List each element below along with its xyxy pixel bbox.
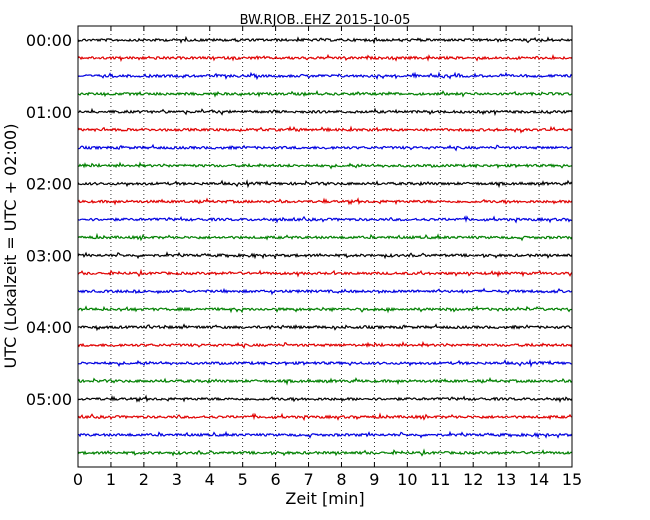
- trace-line: [77, 394, 573, 403]
- trace-line: [77, 161, 573, 170]
- y-tick-label: 03:00: [26, 246, 72, 265]
- trace-line: [77, 377, 573, 386]
- plot-frame: [77, 25, 573, 468]
- trace-line: [77, 358, 573, 368]
- x-tick-label: 11: [430, 470, 450, 489]
- y-tick-label: 00:00: [26, 31, 72, 50]
- y-axis-label: UTC (Lokalzeit = UTC + 02:00): [1, 124, 20, 369]
- trace-line: [77, 232, 573, 242]
- x-axis-label: Zeit [min]: [285, 489, 364, 508]
- x-tick-label: 10: [397, 470, 417, 489]
- x-ticks: 0 1 2 3 4 5 6 7 8 9 10 11 12 13 14 15: [73, 26, 582, 489]
- x-tick-label: 9: [369, 470, 379, 489]
- x-tick-label: 8: [336, 470, 346, 489]
- trace-line: [77, 125, 573, 134]
- y-tick-label: 01:00: [26, 103, 72, 122]
- x-tick-label: 5: [238, 470, 248, 489]
- x-tick-label: 0: [73, 470, 83, 489]
- trace-line: [77, 89, 573, 98]
- grid-lines: [110, 26, 540, 467]
- x-tick-label: 4: [205, 470, 215, 489]
- x-tick-label: 6: [271, 470, 281, 489]
- y-ticks: 00:00 01:00 02:00 03:00 04:00 05:00: [26, 31, 72, 409]
- x-tick-label: 12: [463, 470, 483, 489]
- x-tick-label: 2: [139, 470, 149, 489]
- trace-line: [77, 412, 573, 422]
- y-tick-label: 02:00: [26, 175, 72, 194]
- trace-line: [77, 107, 573, 117]
- x-tick-label: 14: [529, 470, 549, 489]
- x-tick-label: 3: [172, 470, 182, 489]
- trace-line: [77, 215, 573, 224]
- x-tick-label: 7: [303, 470, 313, 489]
- trace-line: [77, 430, 573, 439]
- chart-title: BW.RJOB..EHZ 2015-10-05: [240, 13, 411, 28]
- trace-line: [77, 448, 573, 457]
- trace-line: [77, 143, 573, 152]
- trace-line: [77, 35, 573, 45]
- x-tick-label: 1: [106, 470, 116, 489]
- trace-line: [77, 268, 573, 278]
- traces: [77, 35, 573, 457]
- trace-line: [77, 323, 573, 332]
- trace-line: [77, 305, 573, 314]
- trace-line: [77, 251, 573, 260]
- trace-line: [77, 71, 573, 81]
- y-tick-label: 04:00: [26, 318, 72, 337]
- x-tick-label: 13: [496, 470, 516, 489]
- trace-line: [77, 340, 573, 349]
- trace-line: [77, 53, 573, 63]
- x-tick-label: 15: [562, 470, 582, 489]
- y-tick-label: 05:00: [26, 390, 72, 409]
- trace-line: [77, 179, 573, 189]
- trace-line: [77, 197, 573, 206]
- trace-line: [77, 287, 573, 296]
